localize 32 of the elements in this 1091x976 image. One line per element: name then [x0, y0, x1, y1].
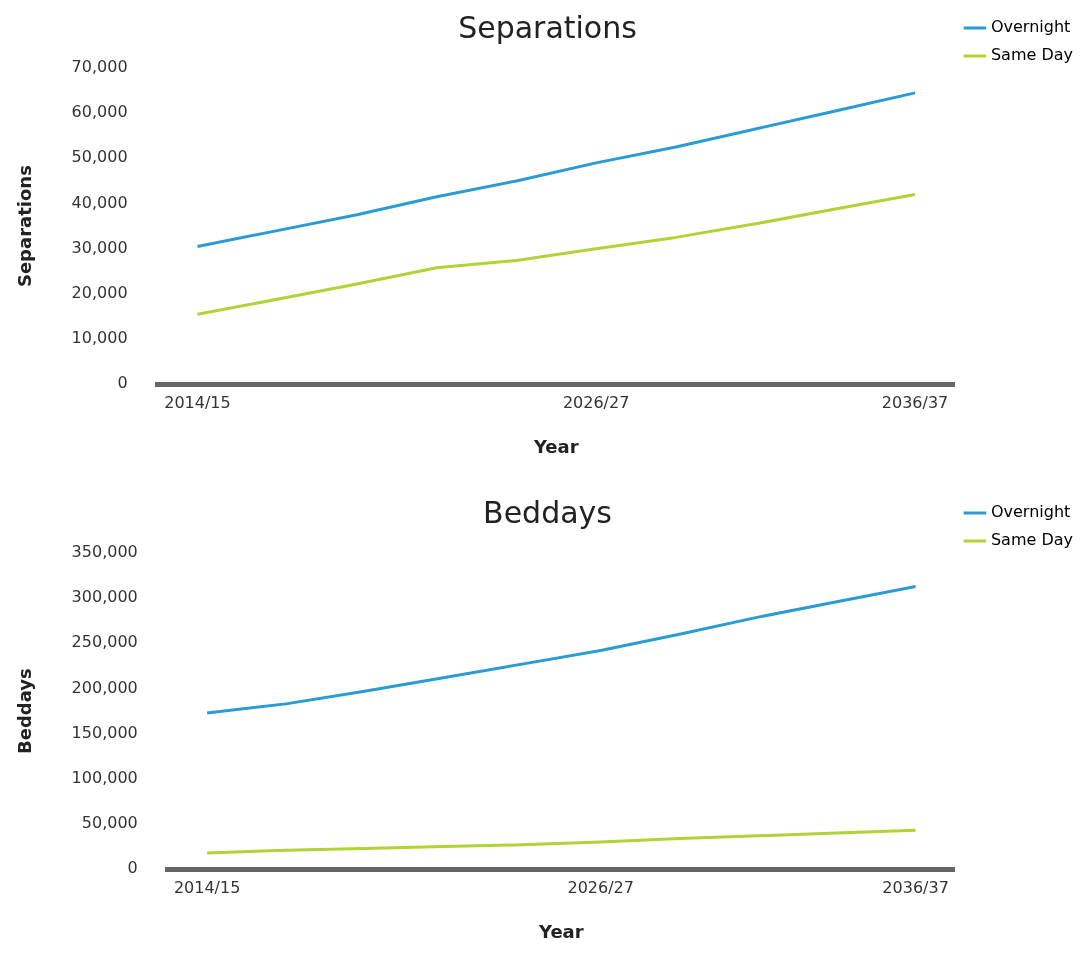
y-tick-label: 10,000: [71, 328, 128, 348]
x-tick-label: 2014/15: [173, 877, 241, 897]
y-tick-label: 40,000: [71, 192, 128, 212]
y-tick-label: 50,000: [81, 813, 138, 833]
y-tick-label: 300,000: [71, 587, 138, 607]
x-axis-title: Year: [538, 920, 584, 942]
y-tick-label: 200,000: [71, 677, 138, 697]
y-tick-label: 70,000: [71, 57, 128, 77]
chart-title: Beddays: [483, 494, 612, 530]
y-tick-label: 30,000: [71, 237, 128, 257]
y-tick-label: 350,000: [71, 542, 138, 562]
legend-label: Same Day: [990, 45, 1074, 65]
chart-title: Separations: [458, 9, 637, 45]
legend-label: Overnight: [990, 17, 1071, 37]
x-tick-label: 2014/15: [164, 392, 231, 412]
y-tick-label: 0: [127, 858, 138, 878]
x-tick-label: 2036/37: [882, 877, 949, 897]
y-tick-label: 20,000: [71, 283, 128, 303]
y-tick-label: 100,000: [71, 768, 138, 788]
legend-label: Overnight: [990, 502, 1071, 522]
x-axis-title: Year: [532, 435, 579, 457]
y-tick-label: 50,000: [71, 147, 128, 167]
y-tick-label: 150,000: [71, 722, 138, 742]
x-tick-label: 2026/27: [567, 877, 634, 897]
y-tick-label: 0: [117, 373, 128, 393]
x-tick-label: 2036/37: [881, 392, 949, 412]
y-axis-title: Separations: [14, 165, 36, 288]
legend-label: Same Day: [990, 530, 1074, 550]
y-axis-title: Beddays: [14, 668, 36, 754]
y-tick-label: 250,000: [71, 632, 138, 652]
y-tick-label: 60,000: [71, 102, 128, 122]
x-tick-label: 2026/27: [562, 392, 630, 412]
